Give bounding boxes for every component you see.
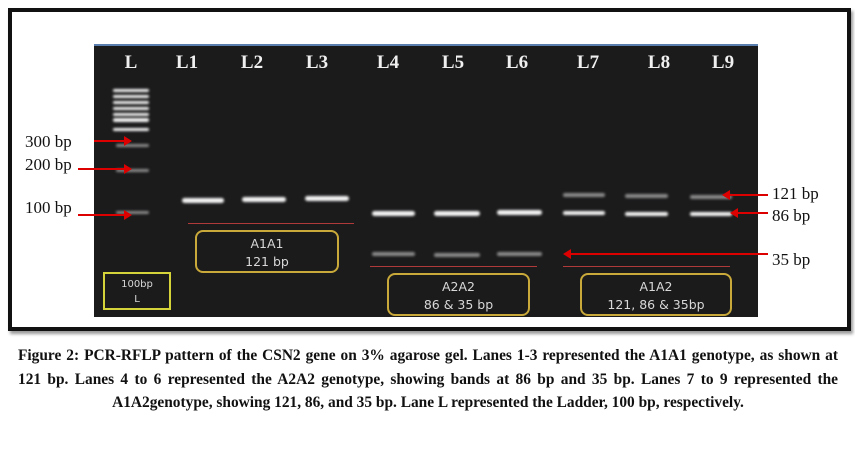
a2a2-box-line1: A2A2 <box>441 279 475 294</box>
a1a2-box: A1A2 121, 86 & 35bp <box>580 273 732 316</box>
gel-band <box>113 95 149 98</box>
gel-band <box>563 211 605 215</box>
gel-band <box>434 253 480 257</box>
lane-label: L5 <box>441 52 465 73</box>
gel-band <box>113 113 149 116</box>
underline-a1a2 <box>563 266 730 267</box>
ladder-box-line2: L <box>134 294 140 305</box>
arrow-35bp <box>563 249 768 259</box>
a1a1-box: A1A1 121 bp <box>195 230 339 273</box>
arrow-100bp <box>78 210 132 220</box>
gel-band <box>625 194 668 198</box>
lane-label: L1 <box>175 52 199 73</box>
gel-band <box>690 195 732 199</box>
gel-band <box>116 169 149 172</box>
gel-band <box>116 144 149 147</box>
underline-a2a2 <box>370 266 537 267</box>
a1a1-box-line2: 121 bp <box>245 254 289 269</box>
gel-band <box>372 211 415 216</box>
gel-band <box>113 107 149 110</box>
gel-band <box>113 89 149 92</box>
lane-label: L <box>124 52 138 73</box>
arrow-300bp <box>94 136 132 146</box>
gel-band <box>625 212 668 216</box>
gel-band <box>113 101 149 104</box>
lane-label: L8 <box>647 52 671 73</box>
figure-caption: Figure 2: PCR-RFLP pattern of the CSN2 g… <box>18 347 838 411</box>
a1a2-box-line2: 121, 86 & 35bp <box>607 297 705 312</box>
lane-label: L2 <box>240 52 264 73</box>
gel-band <box>182 198 224 203</box>
ladder-box: 100bp L <box>103 272 171 310</box>
gel-band <box>305 196 349 201</box>
gel-band <box>242 197 286 202</box>
gel-band <box>434 211 480 216</box>
lane-label: L6 <box>505 52 529 73</box>
gel-band <box>113 128 149 131</box>
marker-86bp: 86 bp <box>772 206 811 225</box>
gel-band <box>116 211 149 214</box>
lane-label: L7 <box>576 52 600 73</box>
a2a2-box-line2: 86 & 35 bp <box>423 297 494 312</box>
lane-label: L4 <box>376 52 400 73</box>
arrow-200bp <box>78 164 132 174</box>
a2a2-box: A2A2 86 & 35 bp <box>387 273 530 316</box>
a1a1-box-line1: A1A1 <box>250 236 284 251</box>
marker-121bp: 121 bp <box>772 184 819 203</box>
gel-band <box>372 252 415 256</box>
lane-label: L9 <box>711 52 735 73</box>
gel-band <box>690 212 732 216</box>
lane-label: L3 <box>305 52 329 73</box>
marker-200bp: 200 bp <box>25 155 72 174</box>
a1a2-box-line1: A1A2 <box>639 279 673 294</box>
arrow-121bp <box>722 190 768 200</box>
gel-band <box>113 118 149 122</box>
marker-35bp: 35 bp <box>772 250 811 269</box>
marker-300bp: 300 bp <box>25 132 72 151</box>
arrow-86bp <box>730 208 768 218</box>
gel-band <box>497 252 542 256</box>
gel-band <box>563 193 605 197</box>
marker-100bp: 100 bp <box>25 198 72 217</box>
underline-a1a1 <box>188 223 354 224</box>
gel-band <box>497 210 542 215</box>
ladder-box-line1: 100bp <box>121 279 153 290</box>
